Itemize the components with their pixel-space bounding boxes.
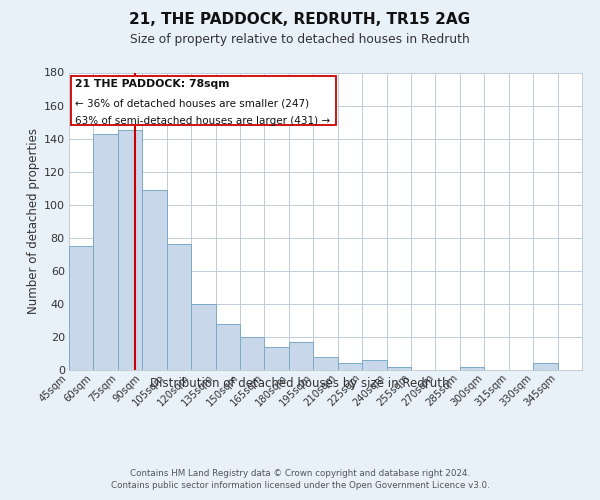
Bar [533,364,557,370]
Y-axis label: Number of detached properties: Number of detached properties [26,128,40,314]
Bar [118,130,142,370]
Bar [191,304,215,370]
Bar [460,366,484,370]
Text: Size of property relative to detached houses in Redruth: Size of property relative to detached ho… [130,32,470,46]
Text: 21, THE PADDOCK, REDRUTH, TR15 2AG: 21, THE PADDOCK, REDRUTH, TR15 2AG [130,12,470,28]
Text: 63% of semi-detached houses are larger (431) →: 63% of semi-detached houses are larger (… [75,116,330,126]
Bar [386,366,411,370]
Bar [240,337,265,370]
Bar [94,134,118,370]
Text: ← 36% of detached houses are smaller (247): ← 36% of detached houses are smaller (24… [75,98,309,108]
Bar [167,244,191,370]
Text: Contains HM Land Registry data © Crown copyright and database right 2024.: Contains HM Land Registry data © Crown c… [130,469,470,478]
Bar [338,364,362,370]
Bar [265,347,289,370]
Text: 21 THE PADDOCK: 78sqm: 21 THE PADDOCK: 78sqm [75,79,229,89]
Bar [313,357,338,370]
Bar [71,76,335,126]
Bar [362,360,386,370]
Text: Distribution of detached houses by size in Redruth: Distribution of detached houses by size … [150,378,450,390]
Bar [142,190,167,370]
Bar [289,342,313,370]
Text: Contains public sector information licensed under the Open Government Licence v3: Contains public sector information licen… [110,481,490,490]
Bar [69,246,94,370]
Bar [215,324,240,370]
